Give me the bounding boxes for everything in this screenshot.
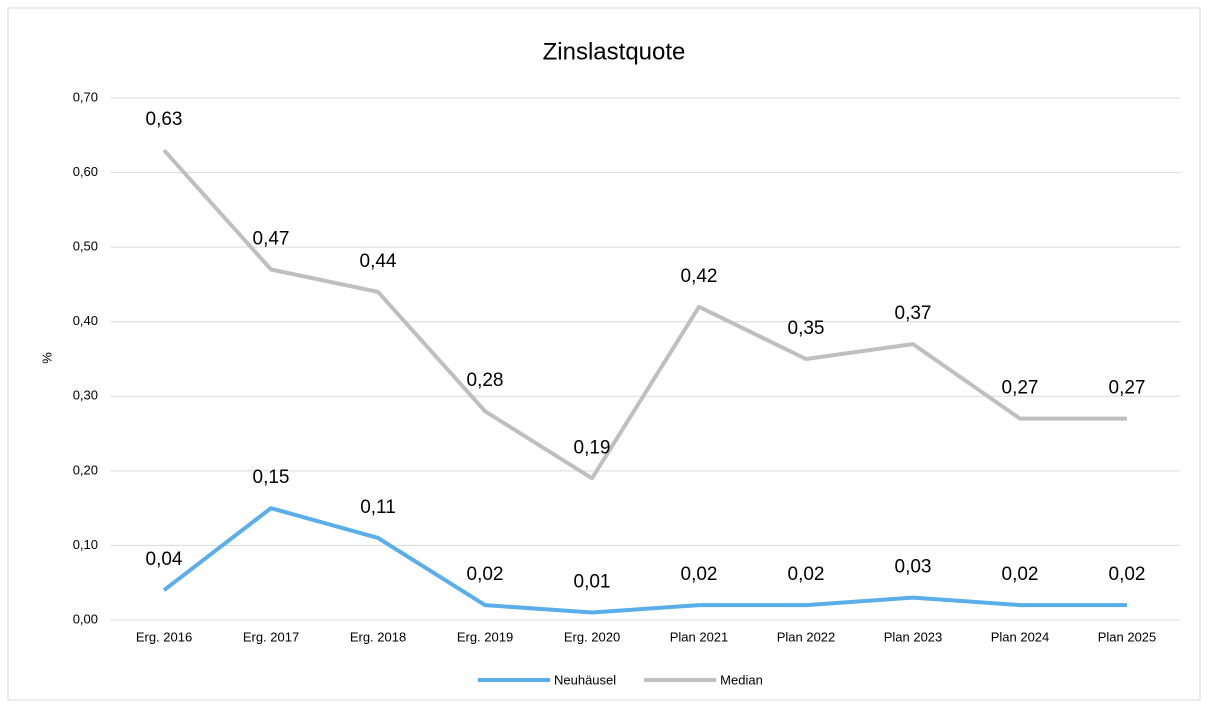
data-label: 0,27 bbox=[1109, 378, 1146, 399]
data-label: 0,04 bbox=[146, 549, 183, 570]
x-tick-label: Plan 2022 bbox=[777, 629, 836, 644]
x-tick-label: Erg. 2018 bbox=[350, 629, 406, 644]
data-label: 0,15 bbox=[253, 467, 290, 488]
data-label: 0,02 bbox=[788, 564, 825, 585]
data-label: 0,28 bbox=[467, 370, 504, 391]
y-tick-label: 0,70 bbox=[73, 89, 98, 104]
y-axis-label: % bbox=[39, 352, 54, 364]
y-tick-label: 0,60 bbox=[73, 164, 98, 179]
y-tick-label: 0,50 bbox=[73, 239, 98, 254]
x-tick-label: Erg. 2020 bbox=[564, 629, 620, 644]
y-tick-label: 0,00 bbox=[73, 611, 98, 626]
legend-label: Median bbox=[720, 672, 763, 687]
y-tick-label: 0,10 bbox=[73, 537, 98, 552]
data-label: 0,44 bbox=[360, 251, 397, 272]
data-label: 0,19 bbox=[574, 437, 611, 458]
data-label: 0,37 bbox=[895, 303, 932, 324]
x-tick-label: Plan 2025 bbox=[1098, 629, 1157, 644]
x-tick-label: Plan 2024 bbox=[991, 629, 1050, 644]
data-label: 0,11 bbox=[360, 497, 396, 518]
y-tick-label: 0,20 bbox=[73, 462, 98, 477]
x-tick-label: Plan 2023 bbox=[884, 629, 943, 644]
y-tick-label: 0,30 bbox=[73, 388, 98, 403]
data-label: 0,42 bbox=[681, 266, 718, 287]
data-label: 0,02 bbox=[1002, 564, 1039, 585]
data-label: 0,02 bbox=[467, 564, 504, 585]
series-line bbox=[162, 148, 1127, 481]
data-label: 0,63 bbox=[146, 109, 183, 130]
data-label: 0,03 bbox=[895, 557, 932, 578]
data-label: 0,27 bbox=[1002, 378, 1039, 399]
chart-border bbox=[7, 7, 1201, 701]
chart-title: Zinslastquote bbox=[543, 38, 686, 65]
data-label: 0,02 bbox=[1109, 564, 1146, 585]
data-label: 0,01 bbox=[574, 572, 611, 593]
data-label: 0,35 bbox=[788, 318, 825, 339]
x-tick-label: Erg. 2017 bbox=[243, 629, 299, 644]
y-tick-label: 0,40 bbox=[73, 313, 98, 328]
x-tick-label: Erg. 2016 bbox=[136, 629, 192, 644]
data-label: 0,47 bbox=[253, 229, 290, 250]
series-line bbox=[162, 506, 1127, 615]
data-label: 0,02 bbox=[681, 564, 718, 585]
x-tick-label: Plan 2021 bbox=[670, 629, 729, 644]
x-tick-label: Erg. 2019 bbox=[457, 629, 513, 644]
legend-label: Neuhäusel bbox=[554, 672, 616, 687]
